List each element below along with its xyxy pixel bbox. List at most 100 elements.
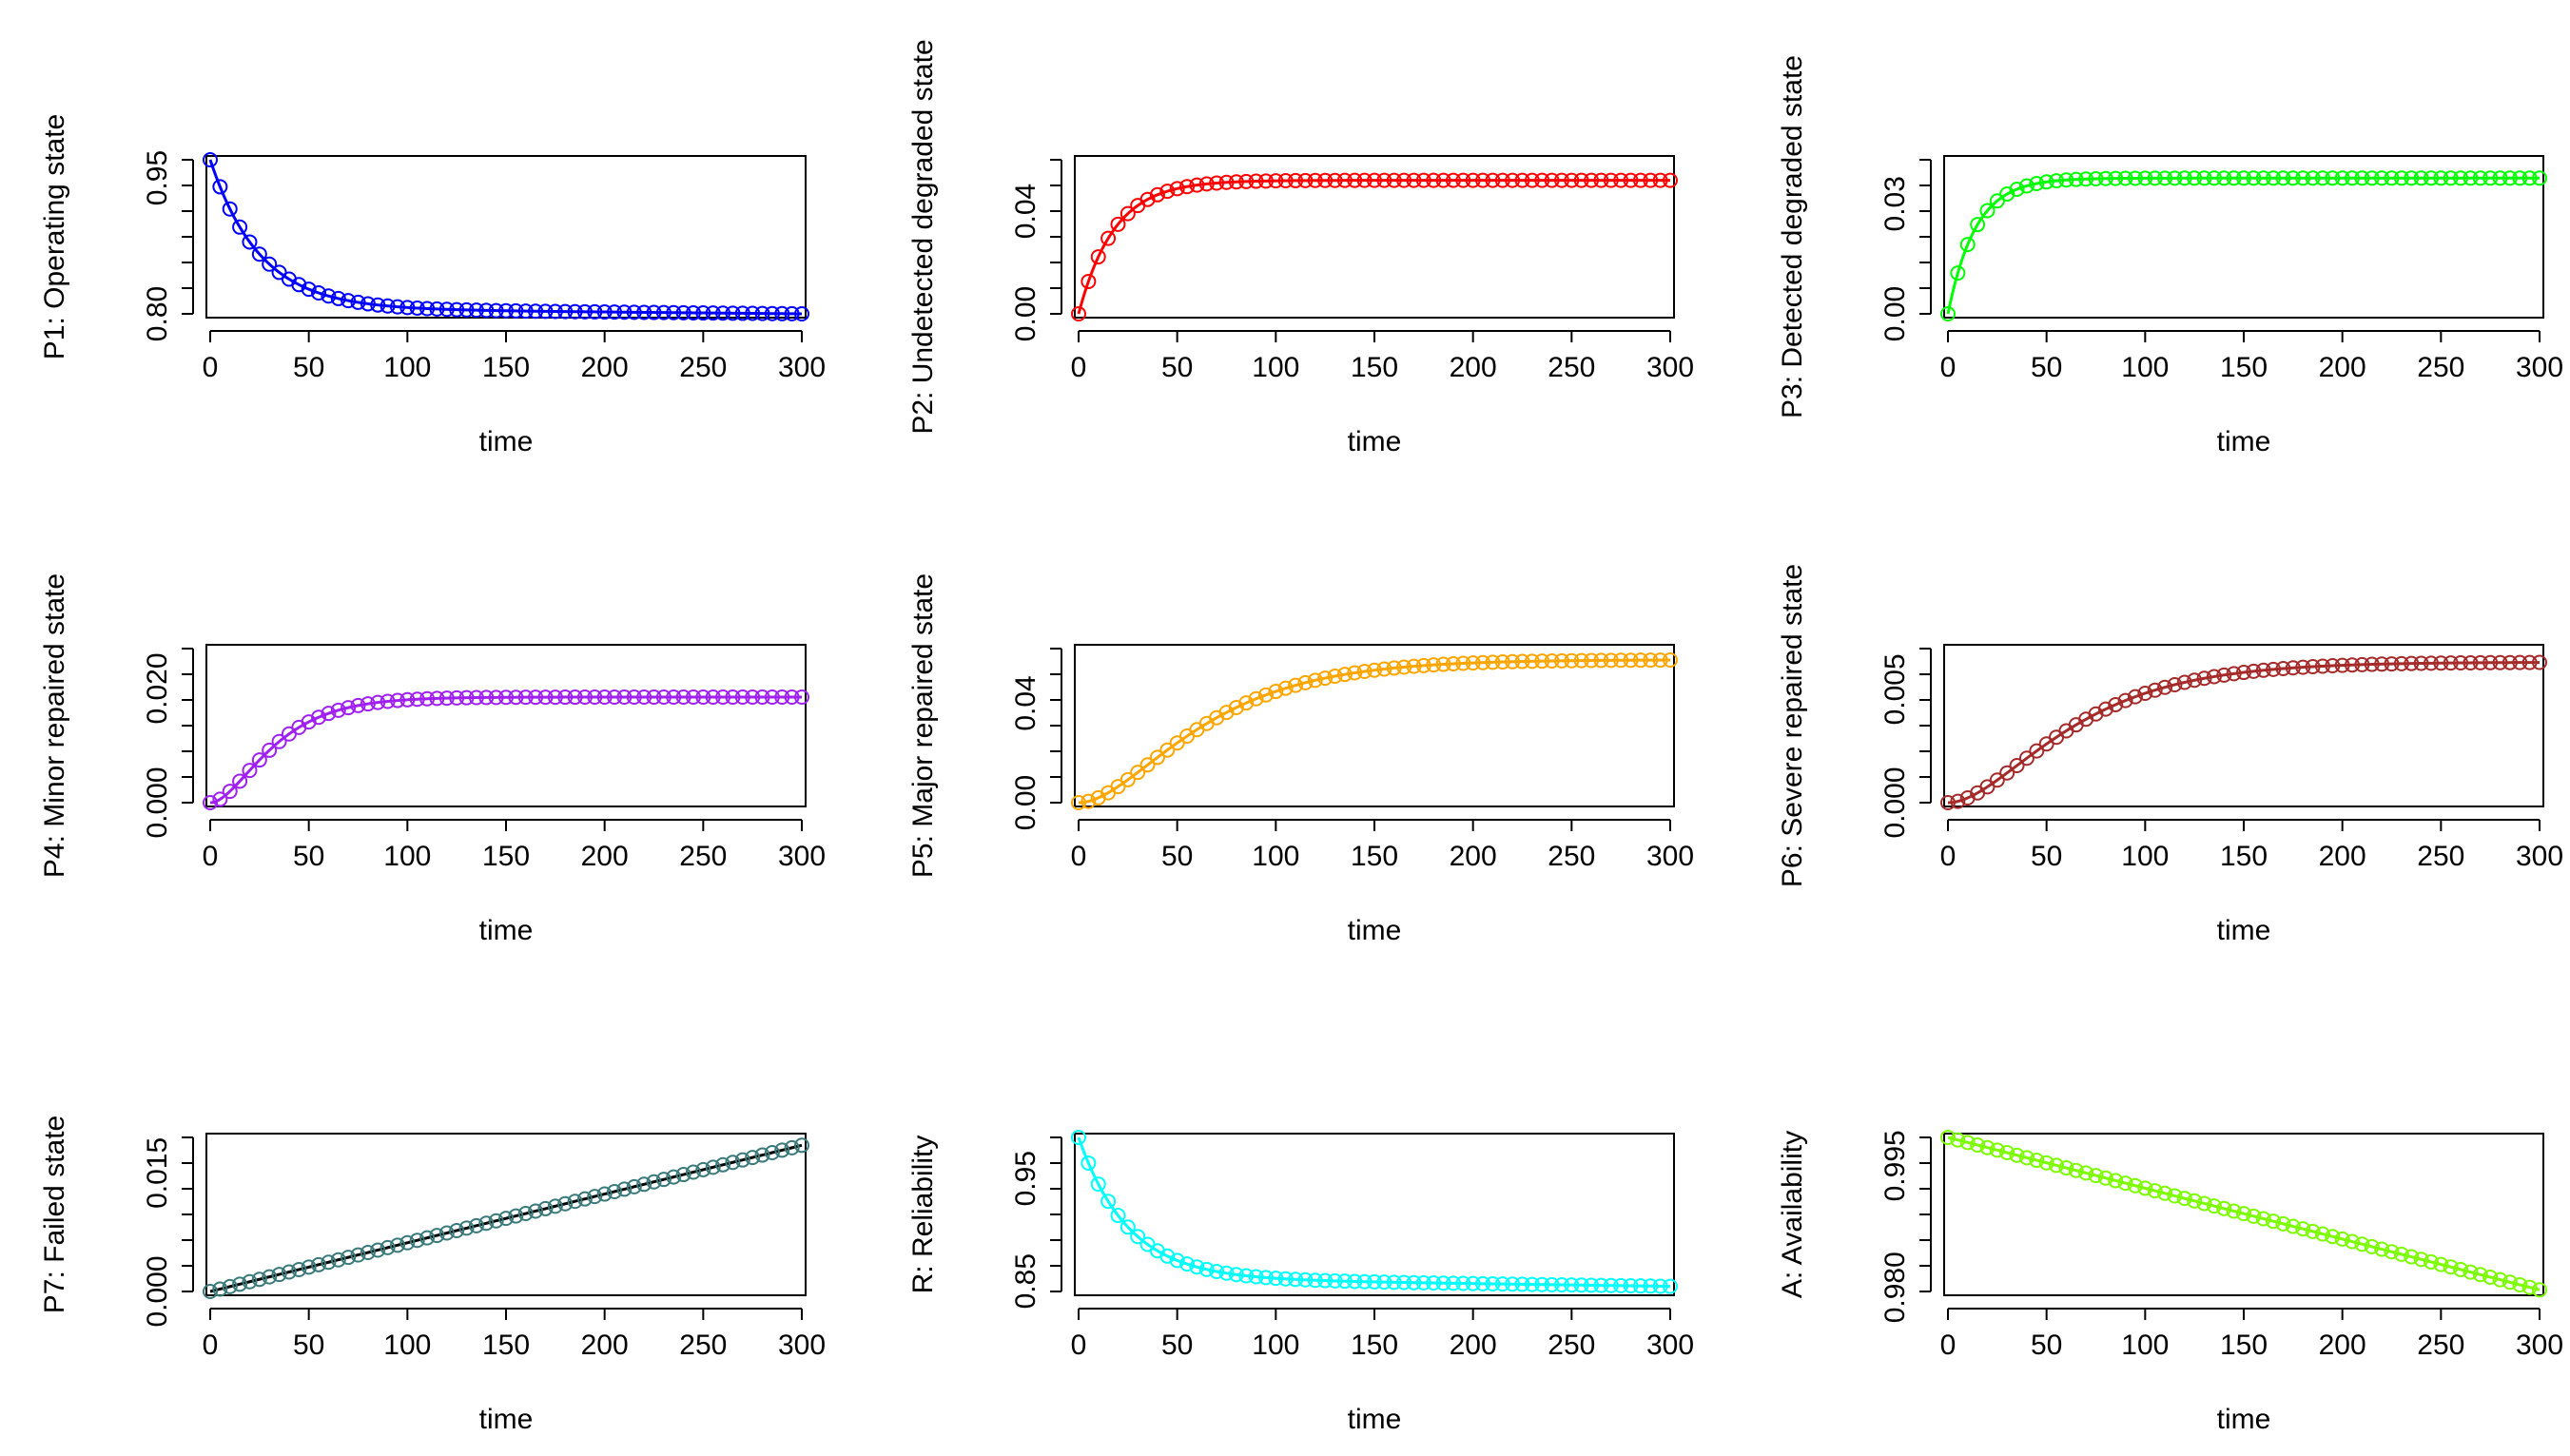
x-tick-label: 0: [1071, 841, 1087, 872]
data-point: [311, 285, 327, 301]
data-point: [2127, 1177, 2143, 1194]
y-axis-title: P6: Severe repaired state: [1777, 564, 1808, 887]
data-point: [1959, 237, 1976, 253]
data-point: [2443, 655, 2459, 671]
data-point: [1130, 765, 1146, 781]
data-point: [2443, 170, 2459, 186]
data-point: [1663, 172, 1678, 188]
data-point: [547, 303, 563, 320]
data-point: [389, 1237, 405, 1253]
data-point: [2472, 170, 2488, 186]
x-tick-label: 150: [482, 1330, 530, 1361]
data-point: [232, 219, 248, 235]
data-point: [1435, 172, 1451, 188]
data-point: [745, 1150, 761, 1166]
data-point: [321, 706, 337, 722]
data-point: [301, 281, 317, 298]
data-point: [2472, 1267, 2488, 1283]
data-point: [2502, 1274, 2518, 1291]
series-line: [209, 1143, 803, 1293]
data-point: [1475, 172, 1491, 188]
data-point: [685, 1164, 701, 1180]
data-point: [1159, 742, 1176, 758]
x-tick-label: 0: [1071, 352, 1087, 383]
data-point: [321, 288, 337, 304]
data-point: [1505, 1276, 1521, 1292]
data-point: [587, 303, 603, 320]
data-point: [1090, 249, 1106, 265]
x-tick-label: 150: [1351, 352, 1398, 383]
data-point: [2018, 750, 2035, 767]
data-point: [508, 689, 524, 706]
data-point: [1307, 672, 1323, 689]
data-point: [734, 689, 750, 705]
data-point: [1356, 1273, 1373, 1290]
data-point: [705, 1159, 721, 1175]
data-point: [2255, 662, 2271, 678]
data-point: [2187, 170, 2203, 186]
data-point: [2334, 657, 2350, 673]
data-point: [1505, 172, 1521, 188]
data-point: [567, 303, 583, 320]
data-point: [2196, 670, 2212, 687]
data-point: [655, 304, 672, 320]
data-point: [1940, 306, 1956, 321]
data-point: [1149, 186, 1165, 203]
data-point: [1455, 172, 1471, 188]
data-point: [715, 689, 731, 705]
data-point: [1081, 1155, 1097, 1171]
data-point: [695, 305, 711, 321]
x-tick-label: 100: [383, 352, 431, 383]
data-point: [685, 689, 701, 705]
data-point: [2147, 1183, 2163, 1199]
plot-frame: [1943, 155, 2544, 319]
y-axis-title: P3: Detected degraded state: [1777, 55, 1808, 418]
data-point: [1396, 172, 1412, 188]
data-point: [537, 1200, 554, 1216]
data-point: [1564, 652, 1580, 669]
data-point: [2413, 1252, 2429, 1268]
data-point: [508, 1208, 524, 1224]
data-point: [488, 1213, 504, 1229]
data-point: [784, 689, 800, 705]
data-point: [2176, 1191, 2192, 1207]
data-point: [360, 696, 376, 712]
data-point: [222, 1278, 238, 1294]
data-point: [2137, 170, 2153, 186]
data-point: [2018, 1150, 2035, 1166]
data-point: [2393, 655, 2409, 671]
data-point: [409, 691, 425, 708]
data-point: [2167, 1188, 2183, 1204]
data-point: [2206, 1198, 2222, 1214]
chart-panel-8: 0 50 100 150 200 250 300 time 0.85 0.95 R: Reliabi…: [907, 1130, 1694, 1435]
data-point: [341, 293, 357, 309]
data-point: [2285, 170, 2301, 186]
data-point: [1386, 1274, 1402, 1291]
data-point: [478, 302, 495, 319]
y-axis-title: P7: Failed state: [39, 1116, 70, 1313]
data-point: [2246, 1208, 2262, 1224]
data-point: [1071, 1130, 1086, 1145]
data-point: [537, 303, 554, 320]
data-point: [1297, 1272, 1314, 1288]
data-point: [2314, 658, 2330, 674]
data-point: [1485, 1275, 1501, 1291]
data-point: [429, 690, 445, 707]
data-point: [2512, 170, 2528, 186]
x-tick-label: 200: [1450, 352, 1497, 383]
series-line: [1947, 1136, 2541, 1291]
data-point: [1228, 174, 1244, 190]
data-point: [1544, 653, 1560, 669]
data-point: [1327, 669, 1343, 685]
data-point: [1130, 1229, 1146, 1245]
data-point: [1603, 652, 1619, 669]
data-point: [1663, 652, 1678, 669]
data-point: [2157, 679, 2173, 695]
data-point: [2512, 654, 2528, 670]
data-point: [409, 300, 425, 316]
data-point: [1327, 1272, 1343, 1289]
series-line: [1077, 1136, 1671, 1289]
data-point: [1652, 1278, 1668, 1294]
y-tick-label: 0.000: [142, 767, 173, 838]
